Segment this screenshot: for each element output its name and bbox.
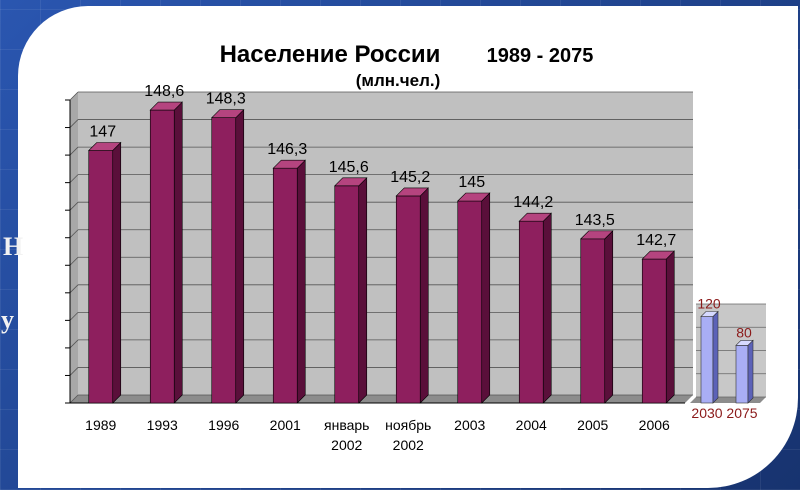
gridline-depth xyxy=(69,146,79,156)
chart-subtitle: (млн.чел.) xyxy=(356,71,441,90)
gridline-depth xyxy=(69,91,79,101)
bar xyxy=(334,177,368,404)
x-tick-label: ноябрь xyxy=(385,417,431,433)
bar xyxy=(88,141,122,404)
bar-top xyxy=(149,101,183,111)
x-tick-label: 1996 xyxy=(208,417,239,433)
chart-title: Население России xyxy=(220,41,441,68)
gridline-depth xyxy=(69,119,79,128)
bar-front xyxy=(395,195,421,404)
gridline-depth xyxy=(69,339,79,349)
bar-front xyxy=(211,117,237,404)
bar-top xyxy=(518,212,552,222)
bar-value-label: 144,2 xyxy=(513,194,553,211)
x-tick-label: 2004 xyxy=(516,417,547,433)
bar-top xyxy=(211,109,245,118)
gridline-depth xyxy=(69,367,79,376)
x-tick-label: 2003 xyxy=(454,417,485,433)
forecast-bar xyxy=(735,339,754,404)
bar xyxy=(457,192,491,404)
forecast-bar-side xyxy=(747,339,754,404)
bar-value-label: 145,2 xyxy=(390,169,430,186)
chart-title-years: 1989 - 2075 xyxy=(487,45,594,67)
bar-value-label: 148,3 xyxy=(206,91,246,108)
side-text-fragment-1: Н xyxy=(3,232,24,261)
bar-side xyxy=(419,187,429,404)
bar-top xyxy=(580,230,614,240)
bar-value-label: 148,6 xyxy=(144,83,184,100)
bar-top xyxy=(641,250,675,260)
gridline-depth xyxy=(69,174,79,183)
bar-front xyxy=(149,109,175,404)
bar xyxy=(211,108,245,404)
side-text-fragment-2: у xyxy=(1,305,14,334)
bar-side xyxy=(604,230,614,404)
bar-value-label: 146,3 xyxy=(267,141,307,158)
gridline-depth xyxy=(69,201,79,211)
bar xyxy=(272,159,306,404)
bar xyxy=(149,101,183,404)
x-tick-label: 2002 xyxy=(393,437,424,453)
bar-front xyxy=(88,150,114,404)
bar-top xyxy=(88,142,122,151)
bar-side xyxy=(358,177,368,404)
x-tick-label: 2006 xyxy=(639,417,670,433)
forecast-bar-side xyxy=(712,310,719,404)
forecast-bar xyxy=(700,310,719,404)
bar xyxy=(641,250,675,404)
forecast-value-label: 80 xyxy=(736,324,752,340)
forecast-bar-front xyxy=(700,316,714,404)
bar-side xyxy=(542,212,552,404)
bar-value-label: 147 xyxy=(89,124,116,141)
x-tick-label: 2005 xyxy=(577,417,608,433)
x-tick-label: 2001 xyxy=(270,417,301,433)
bar-side xyxy=(481,192,491,404)
bar-top xyxy=(334,177,368,187)
bar xyxy=(580,230,614,404)
bar-top xyxy=(395,187,429,197)
bar-side xyxy=(665,250,675,404)
bar xyxy=(395,187,429,404)
forecast-bar-front xyxy=(735,345,749,404)
x-tick-label: 1989 xyxy=(85,417,116,433)
bar-side xyxy=(173,101,183,404)
forecast-value-label: 120 xyxy=(697,296,721,312)
gridline-depth xyxy=(69,256,79,266)
bar-front xyxy=(457,200,483,404)
x-tick-label: 1993 xyxy=(147,417,178,433)
bar-value-label: 145,6 xyxy=(329,159,369,176)
x-tick-label: 2002 xyxy=(331,437,362,453)
bar-front xyxy=(334,185,360,404)
bar-side xyxy=(296,159,306,404)
bar-value-label: 145 xyxy=(458,174,485,191)
gridline-depth xyxy=(69,312,79,321)
bar-side xyxy=(235,108,245,404)
forecast-tick-label: 2030 xyxy=(691,405,722,421)
forecast-tick-label: 2075 xyxy=(726,405,757,421)
forecast-bar-top xyxy=(700,311,719,317)
gridline-depth xyxy=(69,284,79,294)
bar-value-label: 143,5 xyxy=(575,212,615,229)
gridline-depth xyxy=(69,394,79,404)
x-tick-label: январь xyxy=(324,417,369,433)
forecast-bar-top xyxy=(735,340,754,346)
bar-front xyxy=(641,258,667,404)
bar-top xyxy=(457,192,491,202)
bar-front xyxy=(272,167,298,404)
bar-top xyxy=(272,159,306,169)
bar-value-label: 142,7 xyxy=(636,232,676,249)
bar-front xyxy=(580,238,606,404)
gridline-depth xyxy=(69,229,79,239)
bar-side xyxy=(112,141,122,404)
bar-front xyxy=(518,220,544,404)
plot-side-wall xyxy=(70,92,78,403)
bar xyxy=(518,212,552,404)
